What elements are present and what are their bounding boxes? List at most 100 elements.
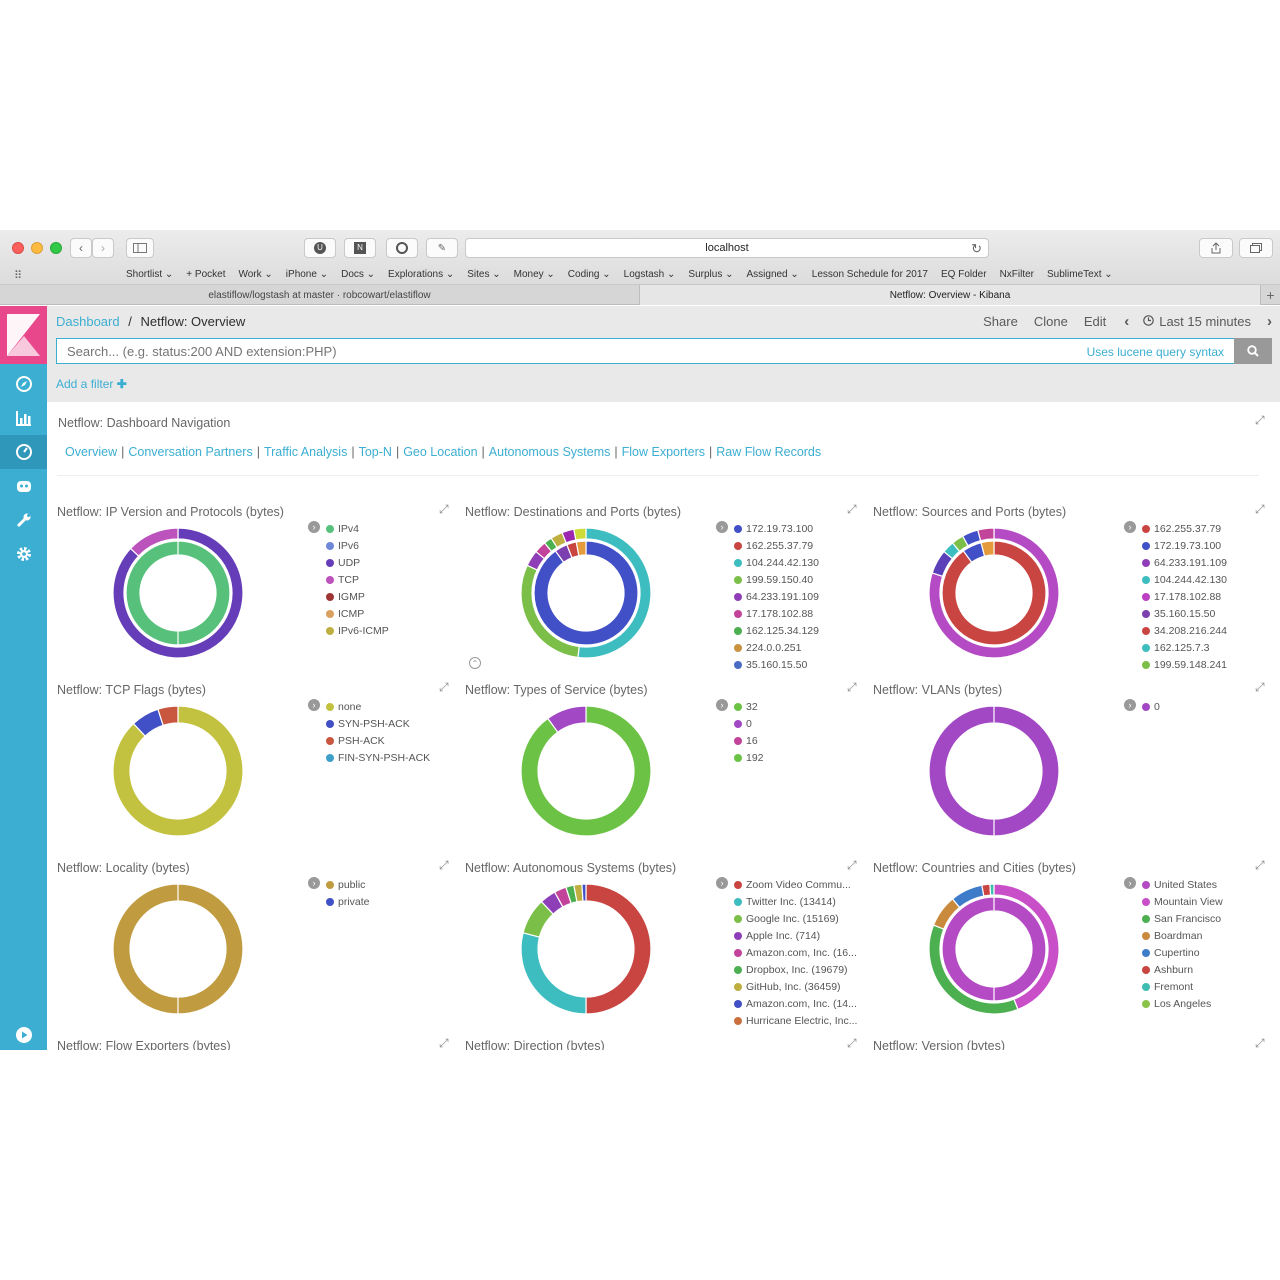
bookmark-item[interactable]: Shortlist ⌄ (126, 269, 174, 280)
address-bar[interactable]: localhost ↻ (465, 238, 989, 258)
extension-ublock-button[interactable]: U (304, 238, 336, 258)
nav-link-geo-location[interactable]: Geo Location (403, 445, 478, 459)
legend-item[interactable]: Boardman (1142, 927, 1223, 944)
legend-item[interactable]: 172.19.73.100 (734, 520, 819, 537)
tab-elastiflow-github[interactable]: elastiflow/logstash at master · robcowar… (0, 285, 640, 305)
expand-icon[interactable]: ⤢ (439, 680, 449, 694)
nav-link-overview[interactable]: Overview (65, 445, 118, 459)
donut-slice[interactable] (125, 540, 231, 646)
legend-item[interactable]: 162.125.7.3 (1142, 639, 1227, 656)
legend-item[interactable]: 172.19.73.100 (1142, 537, 1227, 554)
bookmark-item[interactable]: Docs ⌄ (341, 269, 376, 280)
legend-item[interactable]: Los Angeles (1142, 995, 1223, 1012)
nav-link-conversation-partners[interactable]: Conversation Partners (128, 445, 253, 459)
legend-item[interactable]: IPv4 (326, 520, 389, 537)
clone-button[interactable]: Clone (1033, 314, 1068, 329)
forward-button[interactable]: › (92, 238, 114, 258)
share-button[interactable]: Share (983, 314, 1018, 329)
close-window-button[interactable] (12, 242, 24, 254)
share-browser-button[interactable] (1199, 238, 1233, 258)
legend-item[interactable]: 199.59.148.241 (1142, 656, 1227, 673)
legend-item[interactable]: FIN-SYN-PSH-ACK (326, 749, 430, 766)
donut-slice[interactable] (581, 883, 587, 902)
expand-icon[interactable]: ⤢ (1255, 680, 1265, 694)
donut-slice[interactable] (520, 932, 587, 1015)
legend-toggle-icon[interactable]: › (716, 699, 728, 711)
expand-icon[interactable]: ⤢ (1255, 413, 1265, 427)
legend-item[interactable]: Fremont (1142, 978, 1223, 995)
time-back-icon[interactable]: ‹ (1124, 313, 1130, 330)
legend-toggle-icon[interactable]: › (308, 877, 320, 889)
legend-item[interactable]: 192 (734, 749, 764, 766)
legend-item[interactable]: Amazon.com, Inc. (16... (734, 944, 857, 961)
legend-item[interactable]: 162.255.37.79 (1142, 520, 1227, 537)
collapse-icon[interactable]: ⌃ (469, 657, 481, 669)
legend-item[interactable]: Cupertino (1142, 944, 1223, 961)
reload-icon[interactable]: ↻ (971, 241, 982, 256)
minimize-window-button[interactable] (31, 242, 43, 254)
legend-item[interactable]: IGMP (326, 588, 389, 605)
search-button[interactable] (1234, 338, 1272, 364)
expand-icon[interactable]: ⤢ (847, 858, 857, 872)
bookmark-item[interactable]: EQ Folder (940, 269, 987, 280)
donut-slice[interactable] (575, 540, 587, 557)
bookmark-item[interactable]: iPhone ⌄ (285, 269, 329, 280)
legend-item[interactable]: SYN-PSH-ACK (326, 715, 430, 732)
expand-icon[interactable]: ⤢ (439, 858, 449, 872)
donut-slice[interactable] (980, 540, 995, 557)
legend-item[interactable]: GitHub, Inc. (36459) (734, 978, 857, 995)
expand-icon[interactable]: ⤢ (1255, 858, 1265, 872)
legend-item[interactable]: ICMP (326, 605, 389, 622)
donut-slice[interactable] (112, 705, 244, 837)
legend-item[interactable]: United States (1142, 876, 1223, 893)
legend-item[interactable]: 224.0.0.251 (734, 639, 819, 656)
legend-item[interactable]: Hurricane Electric, Inc... (734, 1012, 857, 1029)
time-picker-button[interactable]: Last 15 minutes (1159, 314, 1251, 329)
add-filter-button[interactable]: Add a filter ✚ (56, 377, 127, 391)
legend-item[interactable]: Apple Inc. (714) (734, 927, 857, 944)
bookmark-item[interactable]: Sites ⌄ (467, 269, 501, 280)
legend-item[interactable]: 32 (734, 698, 764, 715)
bookmark-item[interactable]: Assigned ⌄ (746, 269, 799, 280)
extension-1password-button[interactable] (386, 238, 418, 258)
bookmark-item[interactable]: Work ⌄ (238, 269, 273, 280)
donut-slice[interactable] (989, 883, 995, 896)
legend-toggle-icon[interactable]: › (716, 877, 728, 889)
kibana-logo[interactable] (0, 306, 47, 364)
legend-toggle-icon[interactable]: › (716, 521, 728, 533)
bookmark-item[interactable]: NxFilter (999, 269, 1035, 280)
bookmark-item[interactable]: SublimeText ⌄ (1047, 269, 1113, 280)
donut-slice[interactable] (928, 705, 1060, 837)
legend-item[interactable]: Dropbox, Inc. (19679) (734, 961, 857, 978)
legend-item[interactable]: 35.160.15.50 (734, 656, 819, 673)
bookmark-item[interactable]: Surplus ⌄ (688, 269, 734, 280)
legend-item[interactable]: 0 (1142, 698, 1160, 715)
legend-toggle-icon[interactable]: › (1124, 521, 1136, 533)
nav-collapse[interactable] (0, 1018, 47, 1050)
expand-icon[interactable]: ⤢ (1255, 502, 1265, 516)
donut-slice[interactable] (977, 527, 995, 542)
bookmark-item[interactable]: Lesson Schedule for 2017 (811, 269, 928, 280)
legend-item[interactable]: none (326, 698, 430, 715)
search-input[interactable] (56, 338, 1234, 364)
legend-item[interactable]: IPv6 (326, 537, 389, 554)
legend-item[interactable]: 104.244.42.130 (734, 554, 819, 571)
legend-item[interactable]: Twitter Inc. (13414) (734, 893, 857, 910)
extension-evernote-button[interactable]: ✎ (426, 238, 458, 258)
extension-onenote-button[interactable]: N (344, 238, 376, 258)
nav-link-flow-exporters[interactable]: Flow Exporters (621, 445, 705, 459)
legend-item[interactable]: 16 (734, 732, 764, 749)
donut-slice[interactable] (520, 705, 652, 837)
legend-item[interactable]: 162.125.34.129 (734, 622, 819, 639)
legend-item[interactable]: IPv6-ICMP (326, 622, 389, 639)
bookmark-item[interactable]: Money ⌄ (513, 269, 555, 280)
nav-visualize[interactable] (0, 401, 47, 435)
legend-toggle-icon[interactable]: › (1124, 699, 1136, 711)
donut-slice[interactable] (585, 883, 652, 1015)
zoom-window-button[interactable] (50, 242, 62, 254)
legend-item[interactable]: 104.244.42.130 (1142, 571, 1227, 588)
expand-icon[interactable]: ⤢ (1255, 1036, 1265, 1050)
nav-dashboard[interactable] (0, 435, 47, 469)
donut-slice[interactable] (546, 705, 587, 734)
donut-slice[interactable] (573, 527, 587, 541)
